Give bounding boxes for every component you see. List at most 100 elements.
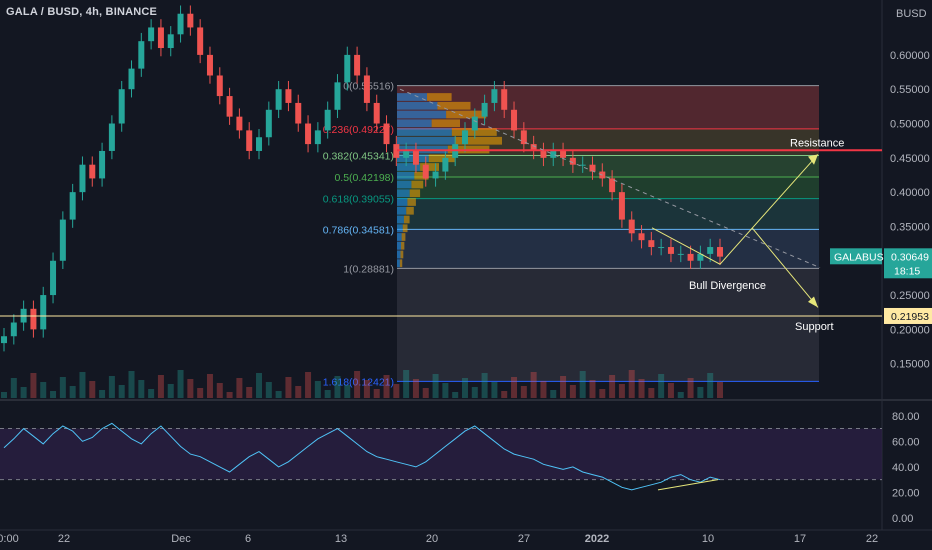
volume-bar [40,382,47,398]
volume-bar [265,382,272,398]
volume-bar [373,389,380,398]
time-axis[interactable]: 0:00 22 Dec 6 13 20 27 2022 10 17 22 [0,533,878,545]
arrow-head [808,296,818,308]
candle-body [412,150,419,165]
arrow-head [808,154,818,165]
rsi-divergence-line [657,479,719,491]
volume-profile-row [397,233,402,241]
volume-bar [10,378,17,398]
price-axis[interactable]: 0.60000 0.55000 0.50000 0.45000 0.40000 0.350… [830,8,932,371]
volume-bar [285,377,292,398]
volume-bar [128,371,135,398]
volume-profile-row [397,163,421,171]
candle-body [1,336,7,344]
candle-body [305,123,312,145]
candle-body [275,89,282,110]
rsi-pane: 80.00 60.00 40.00 20.00 0.00 [0,411,920,525]
time-tick-label: 0:00 [0,533,19,545]
volume-bar [69,386,76,398]
candle-body [677,253,684,255]
price-tick-label: 0.20000 [890,324,930,336]
volume-bar [579,371,586,398]
volume-bar [520,386,527,398]
candle-body [167,34,174,49]
drawings[interactable]: Resistance Support Bull Divergence [0,88,882,333]
volume-bar [148,389,155,398]
volume-profile-row [397,189,410,198]
volume-bar [677,392,684,398]
candle-body [148,27,155,42]
volume-bar [187,379,194,398]
time-tick-label: 27 [518,533,530,545]
candle-body [354,54,361,76]
volume-bars [1,370,723,398]
candle-body [501,89,508,110]
last-price-value: 0.30649 [891,251,929,263]
support-price-tag [884,307,932,324]
volume-bar [550,390,557,398]
volume-bar [422,388,429,398]
candle-body [197,27,204,55]
volume-bar [59,377,66,398]
symbol-title[interactable]: GALA / BUSD, 4h, BINANCE [6,6,158,18]
price-tick-label: 0.35000 [890,221,930,233]
time-tick-label: 22 [866,533,878,545]
volume-profile-row [397,101,438,110]
volume-bar [324,390,331,398]
bull-projection-arrow [651,154,819,265]
candle-body [550,150,557,158]
candle-body [589,164,596,172]
candle-body [50,260,57,296]
volume-bar [717,382,723,398]
volume-bar [697,387,704,398]
candle-body [471,116,478,131]
candle-body [687,253,694,261]
volume-bar [295,386,302,398]
candle-body [609,178,616,193]
fib-level-label: 0.786(0.34581) [323,224,394,236]
candle-body [667,247,674,254]
volume-bar [314,381,321,398]
candle-body [138,41,145,69]
time-tick-label: 22 [58,533,70,545]
fib-retracement[interactable]: 0(0.55516)0.236(0.49227)0.382(0.45341)0.… [323,81,819,389]
volume-bar [206,374,213,398]
volume-bar [471,387,478,398]
volume-bar [648,388,655,398]
resistance-label: Resistance [790,137,844,149]
fib-zone [397,155,819,178]
candlesticks [1,5,723,352]
fib-level-label: 0.382(0.45341) [323,150,394,162]
rsi-tick-label: 60.00 [892,436,920,448]
candle-body [10,322,17,337]
volume-bar [628,370,635,398]
candle-body [373,102,380,124]
candle-body [99,150,106,179]
volume-profile-row [431,119,460,128]
volume-bar [412,379,419,398]
candle-body [314,130,321,145]
volume-profile-row [397,206,407,215]
volume-bar [599,389,606,398]
time-tick-label: 20 [426,533,438,545]
time-tick-label: Dec [171,533,191,545]
time-tick-label: 17 [794,533,806,545]
volume-profile-row [397,128,452,136]
candle-body [334,82,341,110]
candle-body [481,102,488,117]
volume-bar [511,377,518,398]
volume-profile-row [409,189,421,198]
volume-bar [197,388,204,398]
candle-body [256,137,263,151]
volume-profile-row [420,163,439,171]
volume-profile-row [397,215,404,224]
volume-bar [560,376,567,398]
rsi-band [0,428,882,480]
volume-bar [275,391,282,398]
volume-profile-row [397,259,400,268]
bear-projection-arrow [751,227,819,308]
volume-profile-row [403,215,410,224]
volume-bar [20,387,27,398]
volume-profile-row [397,154,429,163]
